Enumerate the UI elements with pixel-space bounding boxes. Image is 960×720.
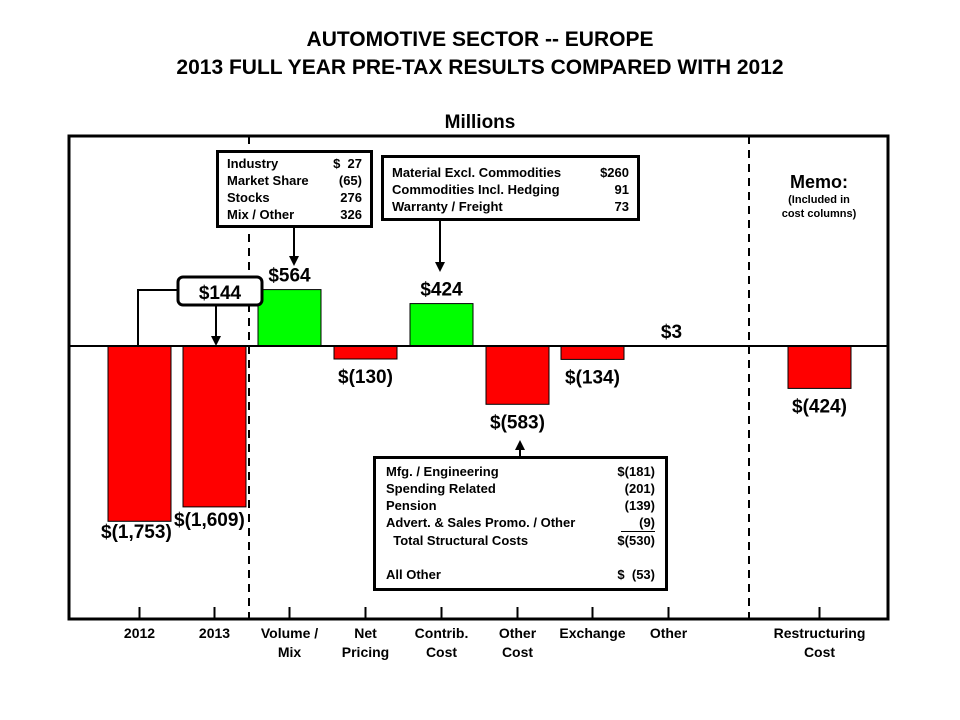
breakdown-value: 73 xyxy=(614,199,629,214)
x-tick-label-line: Pricing xyxy=(341,644,390,660)
breakdown-value: $(181) xyxy=(617,464,655,479)
x-tick-label-line: Volume / xyxy=(260,625,319,641)
change-label-box xyxy=(176,275,264,307)
bar-net-pricing xyxy=(333,345,398,360)
breakdown-label: Advert. & Sales Promo. / Other xyxy=(386,515,576,530)
chart-title-line-1: AUTOMOTIVE SECTOR -- EUROPE xyxy=(306,28,654,51)
value-label: $(583) xyxy=(490,412,545,433)
breakdown-row: Pension (139) xyxy=(386,497,655,514)
arrow-head xyxy=(211,336,221,346)
breakdown-row: Warranty / Freight 73 xyxy=(392,198,629,215)
breakdown-value: 326 xyxy=(340,207,362,222)
volume-mix-breakdown-box: Industry $ 27 Market Share (65) Stocks 276 … xyxy=(216,150,373,228)
x-tick-label: Other xyxy=(624,624,714,643)
value-label: $(130) xyxy=(338,367,393,388)
breakdown-value: $260 xyxy=(600,165,629,180)
x-tick-label: Contrib. Cost xyxy=(397,624,487,662)
x-tick-label-line: Cost xyxy=(803,644,836,660)
breakdown-row: Stocks 276 xyxy=(227,189,362,206)
breakdown-label: Mfg. / Engineering xyxy=(386,464,499,479)
y-unit-label: Millions xyxy=(444,112,516,133)
value-label: $(424) xyxy=(792,396,847,417)
memo-note: Memo: (Included in cost columns) xyxy=(760,172,878,221)
memo-title: Memo: xyxy=(790,172,848,192)
breakdown-row: Industry $ 27 xyxy=(227,155,362,172)
x-tick-label-line: Other xyxy=(649,625,688,641)
breakdown-label: Material Excl. Commodities xyxy=(392,165,562,180)
breakdown-label: Total Structural Costs xyxy=(386,533,529,548)
value-label: $564 xyxy=(268,266,311,287)
x-tick-label-line: 2013 xyxy=(198,625,231,641)
x-tick-label-line: Cost xyxy=(501,644,534,660)
arrow-head xyxy=(515,440,525,450)
value-label: $424 xyxy=(420,280,463,301)
breakdown-label: Market Share xyxy=(227,173,309,188)
breakdown-row: Mfg. / Engineering $(181) xyxy=(386,463,655,480)
value-label: $(1,753) xyxy=(101,522,172,543)
breakdown-spacer xyxy=(386,549,655,566)
x-tick-label-line: Net xyxy=(354,625,377,641)
breakdown-total-row: Total Structural Costs $(530) xyxy=(386,532,655,549)
value-label: $(134) xyxy=(565,367,620,388)
arrow-head xyxy=(289,256,299,266)
breakdown-label: Warranty / Freight xyxy=(392,199,503,214)
x-tick-label-line: 2012 xyxy=(123,625,156,641)
bar-2013 xyxy=(182,345,247,508)
bar-2012 xyxy=(107,345,172,522)
breakdown-value: 91 xyxy=(614,182,629,197)
bar-volume-mix xyxy=(257,289,322,347)
x-tick-label-line: Cost xyxy=(425,644,458,660)
breakdown-row: Advert. & Sales Promo. / Other (9) xyxy=(386,514,655,532)
breakdown-row: Spending Related (201) xyxy=(386,480,655,497)
memo-note-line: (Included in xyxy=(788,194,850,206)
breakdown-row: Market Share (65) xyxy=(227,172,362,189)
x-tick-label: 2013 xyxy=(170,624,260,643)
change-connector xyxy=(137,289,178,346)
x-tick-label: Restructuring Cost xyxy=(755,624,885,662)
bar-restructuring-cost xyxy=(787,345,852,389)
bar-other-cost xyxy=(485,345,550,405)
x-tick-label-line: Mix xyxy=(277,644,302,660)
chart-title-line-2: 2013 FULL YEAR PRE-TAX RESULTS COMPARED … xyxy=(176,56,784,79)
value-label: $(1,609) xyxy=(174,510,245,531)
x-tick-label-line: Contrib. xyxy=(414,625,469,641)
bar-contrib-cost xyxy=(409,303,474,347)
value-label: $3 xyxy=(661,322,682,343)
x-tick-label: Net Pricing xyxy=(321,624,411,662)
breakdown-label: Spending Related xyxy=(386,481,496,496)
breakdown-value: (201) xyxy=(624,481,655,496)
x-tick-label-line: Exchange xyxy=(559,625,626,641)
x-tick-label: Exchange xyxy=(548,624,638,643)
breakdown-row: Material Excl. Commodities $260 xyxy=(392,164,629,181)
breakdown-value: $ (53) xyxy=(617,567,655,582)
x-tick-label-line: Other xyxy=(498,625,537,641)
breakdown-value: (9) xyxy=(621,514,655,532)
breakdown-row: All Other $ (53) xyxy=(386,566,655,583)
x-tick-label: 2012 xyxy=(95,624,185,643)
breakdown-row: Commodities Incl. Hedging 91 xyxy=(392,181,629,198)
change-label: $144 xyxy=(199,283,242,304)
breakdown-label: Commodities Incl. Hedging xyxy=(392,182,560,197)
memo-note-line: cost columns) xyxy=(781,208,857,220)
breakdown-value: (139) xyxy=(624,498,655,513)
x-tick-label-line: Restructuring xyxy=(773,625,866,641)
breakdown-value: (65) xyxy=(338,173,362,188)
bar-exchange xyxy=(560,345,625,360)
breakdown-label: Pension xyxy=(386,498,437,513)
plot-frame xyxy=(67,134,890,621)
breakdown-value: $ 27 xyxy=(333,156,362,171)
contrib-cost-breakdown-box: Material Excl. Commodities $260 Commoditi… xyxy=(381,155,640,221)
breakdown-label: Mix / Other xyxy=(227,207,295,222)
breakdown-value: 276 xyxy=(340,190,362,205)
breakdown-row: Mix / Other 326 xyxy=(227,206,362,223)
x-tick-label: Other Cost xyxy=(473,624,563,662)
breakdown-value: $(530) xyxy=(617,533,655,548)
other-cost-breakdown-box: Mfg. / Engineering $(181) Spending Relate… xyxy=(373,456,668,591)
breakdown-label: All Other xyxy=(386,567,441,582)
x-tick-label: Volume / Mix xyxy=(245,624,335,662)
breakdown-label: Industry xyxy=(227,156,279,171)
breakdown-label: Stocks xyxy=(227,190,270,205)
arrow-head xyxy=(435,262,445,272)
